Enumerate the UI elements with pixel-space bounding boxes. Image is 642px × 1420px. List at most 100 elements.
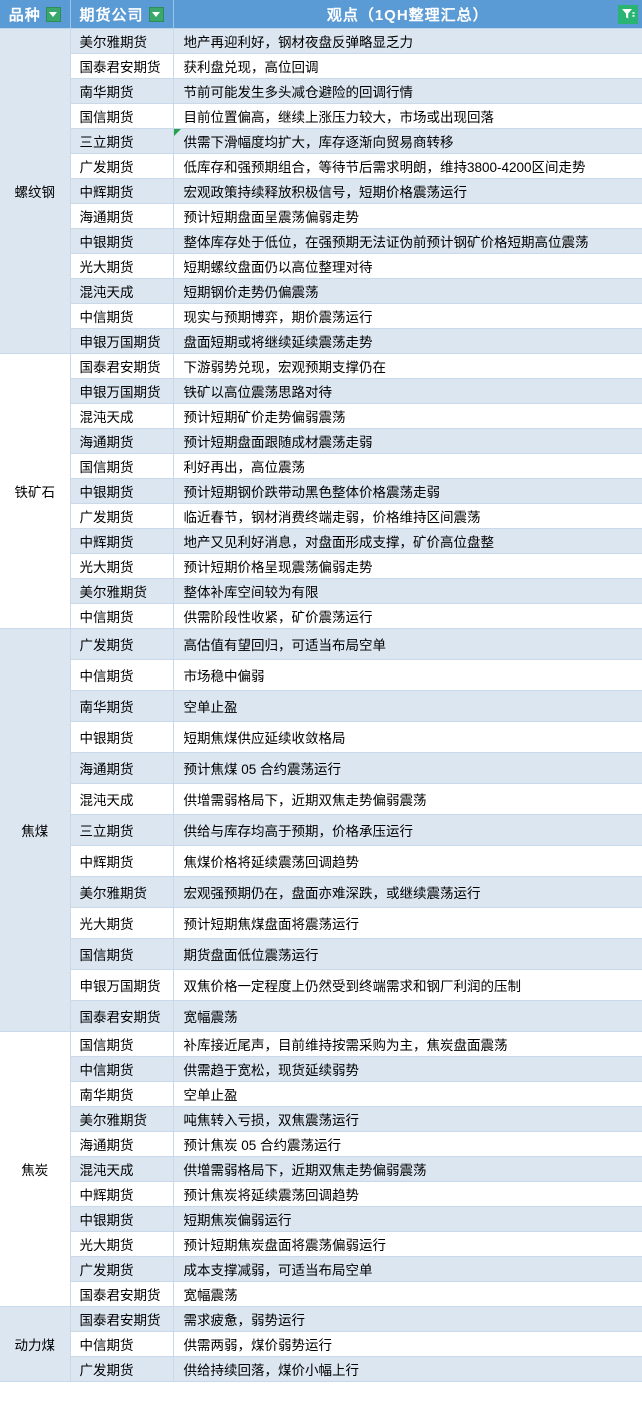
view-cell[interactable]: 节前可能发生多头减仓避险的回调行情 [173, 78, 642, 104]
view-cell[interactable]: 需求疲惫，弱势运行 [173, 1306, 642, 1332]
view-cell[interactable]: 地产再迎利好，钢材夜盘反弹略显乏力 [173, 28, 642, 54]
view-cell[interactable]: 高估值有望回归，可适当布局空单 [173, 628, 642, 660]
company-cell[interactable]: 中信期货 [70, 1056, 174, 1082]
company-cell[interactable]: 中信期货 [70, 1331, 174, 1357]
company-cell[interactable]: 中信期货 [70, 659, 174, 691]
view-cell[interactable]: 供需阶段性收紧，矿价震荡运行 [173, 603, 642, 629]
company-cell[interactable]: 申银万国期货 [70, 328, 174, 354]
view-cell[interactable]: 临近春节，钢材消费终端走弱，价格维持区间震荡 [173, 503, 642, 529]
view-cell[interactable]: 预计焦炭将延续震荡回调趋势 [173, 1181, 642, 1207]
view-cell[interactable]: 短期钢价走势仍偏震荡 [173, 278, 642, 304]
view-cell[interactable]: 预计焦煤 05 合约震荡运行 [173, 752, 642, 784]
company-cell[interactable]: 美尔雅期货 [70, 578, 174, 604]
view-cell[interactable]: 供给持续回落，煤价小幅上行 [173, 1356, 642, 1382]
company-cell[interactable]: 南华期货 [70, 690, 174, 722]
view-cell[interactable]: 焦煤价格将延续震荡回调趋势 [173, 845, 642, 877]
view-cell[interactable]: 供给与库存均高于预期，价格承压运行 [173, 814, 642, 846]
view-cell[interactable]: 预计短期价格呈现震荡偏弱走势 [173, 553, 642, 579]
company-cell[interactable]: 光大期货 [70, 553, 174, 579]
company-cell[interactable]: 混沌天成 [70, 278, 174, 304]
company-cell[interactable]: 光大期货 [70, 907, 174, 939]
company-cell[interactable]: 中银期货 [70, 228, 174, 254]
column-header-company[interactable]: 期货公司 [70, 0, 174, 29]
view-cell[interactable]: 盘面短期或将继续延续震荡走势 [173, 328, 642, 354]
view-cell[interactable]: 供需两弱，煤价弱势运行 [173, 1331, 642, 1357]
company-cell[interactable]: 美尔雅期货 [70, 876, 174, 908]
filter-funnel-icon[interactable] [618, 5, 638, 24]
view-cell[interactable]: 期货盘面低位震荡运行 [173, 938, 642, 970]
view-cell[interactable]: 现实与预期博弈，期价震荡运行 [173, 303, 642, 329]
company-cell[interactable]: 南华期货 [70, 1081, 174, 1107]
view-cell[interactable]: 预计焦炭 05 合约震荡运行 [173, 1131, 642, 1157]
company-cell[interactable]: 国信期货 [70, 1031, 174, 1057]
view-cell[interactable]: 成本支撑减弱，可适当布局空单 [173, 1256, 642, 1282]
view-cell[interactable]: 宏观强预期仍在，盘面亦难深跌，或继续震荡运行 [173, 876, 642, 908]
company-cell[interactable]: 中辉期货 [70, 845, 174, 877]
view-cell[interactable]: 补库接近尾声，目前维持按需采购为主，焦炭盘面震荡 [173, 1031, 642, 1057]
view-cell[interactable]: 空单止盈 [173, 690, 642, 722]
company-cell[interactable]: 光大期货 [70, 1231, 174, 1257]
company-cell[interactable]: 国泰君安期货 [70, 1306, 174, 1332]
view-cell[interactable]: 整体库存处于低位，在强预期无法证伪前预计钢矿价格短期高位震荡 [173, 228, 642, 254]
company-cell[interactable]: 中银期货 [70, 721, 174, 753]
company-cell[interactable]: 国泰君安期货 [70, 1000, 174, 1032]
company-cell[interactable]: 中银期货 [70, 1206, 174, 1232]
view-cell[interactable]: 整体补库空间较为有限 [173, 578, 642, 604]
view-cell[interactable]: 市场稳中偏弱 [173, 659, 642, 691]
column-header-variety[interactable]: 品种 [0, 0, 71, 29]
company-cell[interactable]: 国信期货 [70, 103, 174, 129]
view-cell[interactable]: 预计短期盘面跟随成材震荡走弱 [173, 428, 642, 454]
company-cell[interactable]: 广发期货 [70, 1256, 174, 1282]
view-cell[interactable]: 利好再出，高位震荡 [173, 453, 642, 479]
view-cell[interactable]: 供增需弱格局下，近期双焦走势偏弱震荡 [173, 1156, 642, 1182]
view-cell[interactable]: 预计短期焦煤盘面将震荡运行 [173, 907, 642, 939]
company-cell[interactable]: 广发期货 [70, 1356, 174, 1382]
view-cell[interactable]: 预计短期焦炭盘面将震荡偏弱运行 [173, 1231, 642, 1257]
company-cell[interactable]: 混沌天成 [70, 783, 174, 815]
company-cell[interactable]: 光大期货 [70, 253, 174, 279]
company-cell[interactable]: 混沌天成 [70, 1156, 174, 1182]
view-cell[interactable]: 预计短期矿价走势偏弱震荡 [173, 403, 642, 429]
variety-group-cell[interactable]: 螺纹钢 [0, 28, 71, 354]
variety-group-cell[interactable]: 焦炭 [0, 1031, 71, 1307]
view-cell[interactable]: 宽幅震荡 [173, 1000, 642, 1032]
company-cell[interactable]: 国泰君安期货 [70, 53, 174, 79]
company-cell[interactable]: 申银万国期货 [70, 378, 174, 404]
view-cell[interactable]: 预计短期钢价跌带动黑色整体价格震荡走弱 [173, 478, 642, 504]
view-cell[interactable]: 获利盘兑现，高位回调 [173, 53, 642, 79]
view-cell[interactable]: 低库存和强预期组合，等待节后需求明朗，维持3800-4200区间走势 [173, 153, 642, 179]
company-cell[interactable]: 国泰君安期货 [70, 353, 174, 379]
view-cell[interactable]: 吨焦转入亏损，双焦震荡运行 [173, 1106, 642, 1132]
view-cell[interactable]: 双焦价格一定程度上仍然受到终端需求和钢厂利润的压制 [173, 969, 642, 1001]
company-cell[interactable]: 混沌天成 [70, 403, 174, 429]
view-cell[interactable]: 铁矿以高位震荡思路对待 [173, 378, 642, 404]
company-cell[interactable]: 申银万国期货 [70, 969, 174, 1001]
view-cell[interactable]: 短期螺纹盘面仍以高位整理对待 [173, 253, 642, 279]
company-cell[interactable]: 中信期货 [70, 603, 174, 629]
view-cell[interactable]: 宽幅震荡 [173, 1281, 642, 1307]
company-cell[interactable]: 南华期货 [70, 78, 174, 104]
company-cell[interactable]: 海通期货 [70, 1131, 174, 1157]
view-cell[interactable]: 宏观政策持续释放积极信号，短期价格震荡运行 [173, 178, 642, 204]
company-cell[interactable]: 国泰君安期货 [70, 1281, 174, 1307]
view-cell[interactable]: 地产又见利好消息，对盘面形成支撑，矿价高位盘整 [173, 528, 642, 554]
company-cell[interactable]: 中银期货 [70, 478, 174, 504]
view-cell[interactable]: 预计短期盘面呈震荡偏弱走势 [173, 203, 642, 229]
company-cell[interactable]: 中信期货 [70, 303, 174, 329]
view-cell[interactable]: 供需趋于宽松，现货延续弱势 [173, 1056, 642, 1082]
column-header-view[interactable]: 观点（1QH整理汇总） [173, 0, 642, 29]
company-cell[interactable]: 海通期货 [70, 428, 174, 454]
view-cell[interactable]: 短期焦炭偏弱运行 [173, 1206, 642, 1232]
company-cell[interactable]: 中辉期货 [70, 528, 174, 554]
variety-group-cell[interactable]: 铁矿石 [0, 353, 71, 629]
company-cell[interactable]: 海通期货 [70, 203, 174, 229]
variety-group-cell[interactable]: 动力煤 [0, 1306, 71, 1382]
company-cell[interactable]: 广发期货 [70, 503, 174, 529]
view-cell[interactable]: 供增需弱格局下，近期双焦走势偏弱震荡 [173, 783, 642, 815]
company-filter-dropdown-icon[interactable] [148, 6, 164, 22]
company-cell[interactable]: 国信期货 [70, 938, 174, 970]
view-cell-with-note[interactable]: 供需下滑幅度均扩大，库存逐渐向贸易商转移 [173, 128, 642, 154]
company-cell[interactable]: 海通期货 [70, 752, 174, 784]
view-cell[interactable]: 空单止盈 [173, 1081, 642, 1107]
company-cell[interactable]: 国信期货 [70, 453, 174, 479]
